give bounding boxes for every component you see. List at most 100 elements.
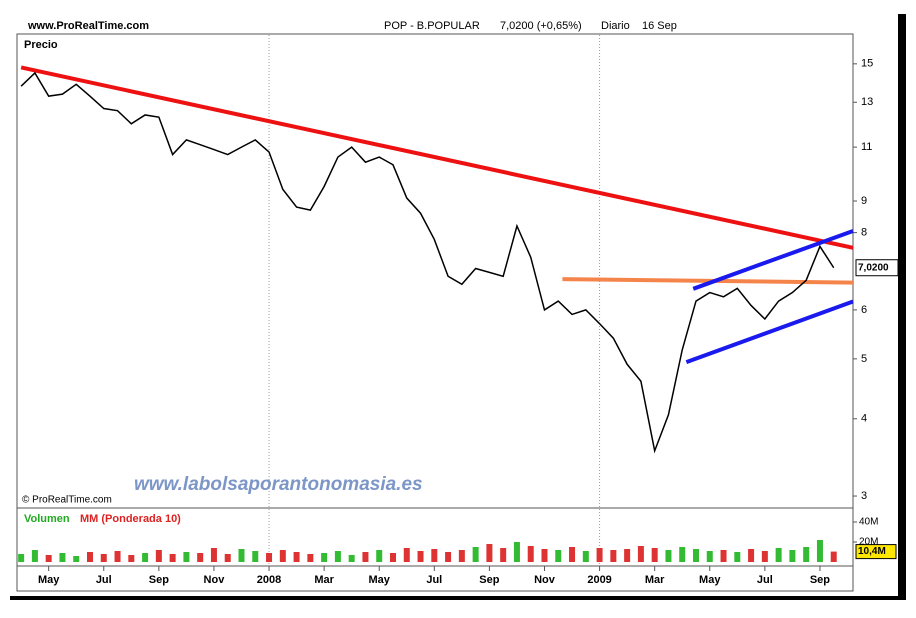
volume-bar: [555, 550, 562, 562]
volume-bar: [569, 547, 576, 562]
volume-bar: [706, 551, 713, 562]
x-tick-label: May: [369, 574, 391, 586]
volume-bar: [142, 553, 149, 562]
x-tick-label: Jul: [757, 574, 773, 586]
volume-bar: [486, 544, 493, 562]
volume-label: Volumen: [24, 513, 70, 525]
volume-bar: [31, 550, 38, 562]
volume-bar: [307, 554, 314, 562]
volume-bar: [18, 554, 25, 562]
x-tick-label: Sep: [479, 574, 499, 586]
volume-bar: [816, 540, 823, 562]
x-tick-label: Nov: [204, 574, 226, 586]
volume-bar: [252, 551, 259, 562]
trendline: [20, 65, 854, 250]
volume-bar: [210, 548, 217, 562]
last-price: 7,0200: [858, 262, 889, 273]
x-tick-label: May: [699, 574, 721, 586]
last-volume-box: [855, 544, 897, 560]
volume-bar: [238, 549, 245, 562]
y-tick-label: 11: [861, 141, 872, 153]
volume-bar: [624, 549, 631, 562]
volume-bar: [334, 551, 341, 562]
price-line: [20, 71, 835, 454]
x-tick-label: Sep: [810, 574, 830, 586]
volume-bar: [128, 555, 135, 562]
date: 16 Sep: [642, 20, 677, 32]
volume-bar: [803, 547, 810, 562]
y-tick-label: 3: [861, 490, 867, 502]
x-tick-label: Jul: [426, 574, 442, 586]
volume-ma-label: MM (Ponderada 10): [80, 513, 181, 525]
volume-bar: [527, 546, 534, 562]
volume-bar: [403, 548, 410, 562]
y-tick-label: 5: [861, 353, 867, 365]
trendline: [685, 299, 854, 364]
volume-bar: [775, 548, 782, 562]
volume-bar: [582, 551, 589, 562]
volume-bar: [224, 554, 231, 562]
volume-bar: [73, 556, 80, 562]
watermark: www.labolsaporantonomasia.es: [134, 474, 423, 495]
y-tick-label: 6: [861, 304, 867, 316]
x-tick-label: Sep: [149, 574, 169, 586]
x-tick-label: Mar: [314, 574, 334, 586]
volume-bar: [679, 547, 686, 562]
volume-bar: [348, 555, 355, 562]
volume-bar: [59, 553, 66, 562]
volume-bar: [279, 550, 286, 562]
volume-bar: [830, 551, 837, 562]
volume-bar: [266, 553, 273, 562]
volume-bar: [692, 549, 699, 562]
y-tick-label: 4: [861, 413, 867, 425]
volume-bar: [389, 553, 396, 562]
volume-bar: [183, 552, 190, 562]
frame: [16, 33, 854, 592]
volume-bar: [362, 552, 369, 562]
volume-bar: [376, 550, 383, 562]
x-tick-label: 2008: [257, 574, 281, 586]
volume-bar: [665, 550, 672, 562]
y-tick-label: 40M: [859, 517, 878, 528]
period: Diario: [601, 20, 630, 32]
volume-bar: [169, 554, 176, 562]
x-tick-label: Jul: [96, 574, 112, 586]
volume-bar: [596, 548, 603, 562]
x-tick-label: Mar: [645, 574, 665, 586]
volume-bar: [789, 550, 796, 562]
last-price-box: [855, 259, 899, 277]
volume-bar: [610, 550, 617, 562]
volume-bar: [637, 546, 644, 562]
volume-bar: [417, 551, 424, 562]
volume-bar: [513, 542, 520, 562]
quote: 7,0200 (+0,65%): [500, 20, 582, 32]
volume-bar: [155, 550, 162, 562]
panel-label: Precio: [24, 39, 58, 51]
volume-bar: [86, 552, 93, 562]
volume-bar: [748, 549, 755, 562]
volume-bar: [114, 551, 121, 562]
volume-bar: [197, 553, 204, 562]
volume-bar: [720, 550, 727, 562]
x-tick-label: Nov: [534, 574, 556, 586]
volume-bar: [445, 552, 452, 562]
volume-bar: [458, 550, 465, 562]
y-tick-label: 13: [861, 96, 873, 108]
volume-bar: [293, 552, 300, 562]
y-tick-label: 9: [861, 195, 867, 207]
copyright: © ProRealTime.com: [22, 495, 112, 506]
last-volume: 10,4M: [858, 546, 886, 557]
volume-bar: [541, 549, 548, 562]
site: www.ProRealTime.com: [27, 20, 149, 32]
ticker: POP - B.POPULAR: [384, 20, 480, 32]
volume-bar: [321, 553, 328, 562]
volume-bar: [651, 548, 658, 562]
volume-bar: [100, 554, 107, 562]
y-tick-label: 15: [861, 58, 873, 70]
volume-bar: [472, 547, 479, 562]
volume-bar: [761, 551, 768, 562]
volume-bar: [45, 555, 52, 562]
y-tick-label: 20M: [859, 537, 878, 548]
volume-bar: [734, 552, 741, 562]
